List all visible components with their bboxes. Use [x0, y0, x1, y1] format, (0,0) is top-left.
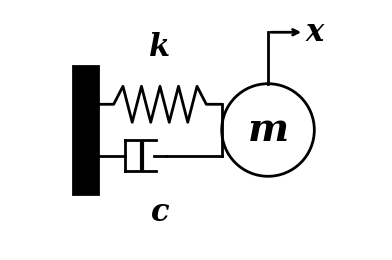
Text: k: k [149, 32, 171, 63]
Text: x: x [305, 17, 323, 48]
Circle shape [222, 84, 314, 176]
Bar [73, 66, 98, 194]
Text: m: m [247, 111, 289, 149]
Text: c: c [151, 197, 169, 228]
